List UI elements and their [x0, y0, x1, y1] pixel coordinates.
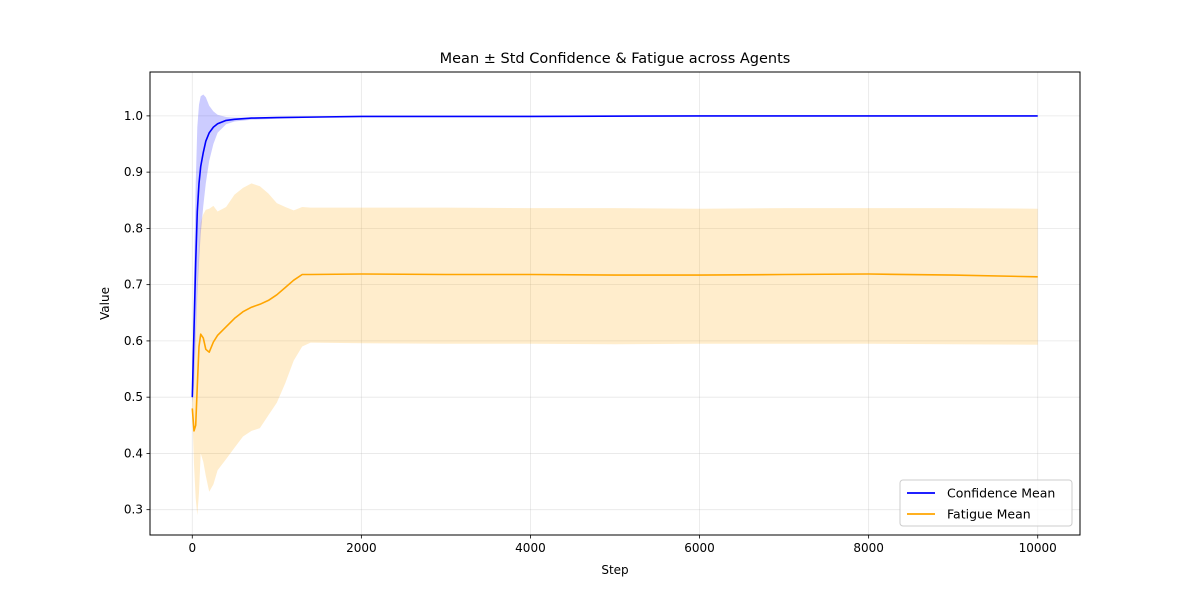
confidence-mean-line [191, 115, 1038, 398]
y-tick-label: 0.8 [124, 221, 143, 235]
fatigue-mean-line [191, 273, 1038, 432]
y-tick-label: 1.0 [124, 109, 143, 123]
y-axis-label: Value [98, 287, 112, 320]
fatigue-legend-label: Fatigue Mean [947, 507, 1031, 522]
mean-lines [191, 115, 1038, 432]
x-tick-label: 4000 [515, 541, 546, 555]
x-tick-label: 2000 [346, 541, 377, 555]
confidence-legend-label: Confidence Mean [947, 486, 1055, 501]
y-tick-label: 0.7 [124, 278, 143, 292]
x-tick-label: 6000 [684, 541, 715, 555]
x-tick-label: 8000 [853, 541, 884, 555]
x-tick-label: 0 [188, 541, 196, 555]
plot-frame [149, 71, 1081, 536]
y-tick-label: 0.4 [124, 446, 143, 460]
fatigue-std-band [192, 183, 1038, 516]
std-bands [192, 94, 1038, 516]
legend: Confidence Mean Fatigue Mean [899, 479, 1073, 527]
x-axis-label: Step [601, 563, 628, 577]
x-tick-label: 10000 [1019, 541, 1057, 555]
y-tick-label: 0.3 [124, 503, 143, 517]
legend-box [899, 479, 1073, 527]
ticks: 0 2000 4000 6000 8000 10000 0.3 0.4 0.5 0.6 0.7 0.8… [124, 109, 1057, 555]
y-tick-label: 0.5 [124, 390, 143, 404]
y-tick-label: 0.6 [124, 334, 143, 348]
y-tick-label: 0.9 [124, 165, 143, 179]
chart-title: Mean ± Std Confidence & Fatigue across A… [440, 51, 791, 67]
